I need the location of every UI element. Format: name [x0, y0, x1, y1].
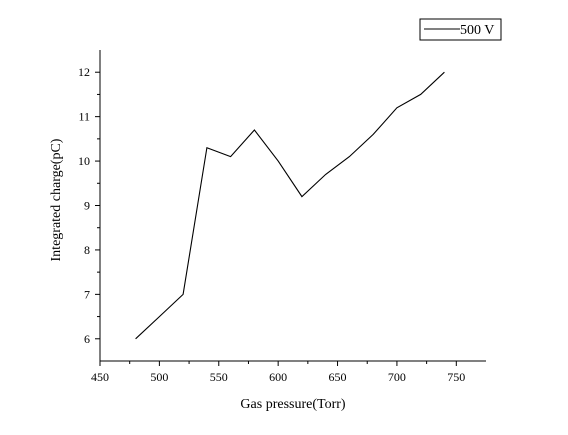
x-ticks: 450 500 550 600 650 700 750 [91, 361, 465, 384]
x-tick-label: 550 [210, 370, 228, 384]
y-tick-label: 8 [84, 243, 90, 257]
x-tick-label: 750 [447, 370, 465, 384]
axes [99, 50, 486, 362]
legend-label: 500 V [460, 23, 494, 38]
legend-box [419, 18, 502, 41]
y-tick-label: 11 [78, 110, 90, 124]
series-line [135, 71, 445, 340]
x-tick-label: 450 [91, 370, 109, 384]
y-tick-label: 6 [84, 332, 90, 346]
y-tick-label: 9 [84, 199, 90, 213]
y-tick-label: 7 [84, 287, 90, 301]
x-axis-title: Gas pressure(Torr) [240, 397, 345, 412]
y-tick-label: 10 [78, 154, 90, 168]
x-tick-label: 500 [150, 370, 168, 384]
y-ticks: 6 7 8 9 10 11 12 [78, 65, 100, 346]
x-tick-label: 650 [329, 370, 347, 384]
y-tick-label: 12 [78, 65, 90, 79]
x-tick-label: 700 [388, 370, 406, 384]
y-axis-title: Integrated charge(pC) [49, 138, 64, 261]
series-group [135, 71, 445, 340]
legend: 500 V [419, 18, 502, 41]
x-tick-label: 600 [269, 370, 287, 384]
